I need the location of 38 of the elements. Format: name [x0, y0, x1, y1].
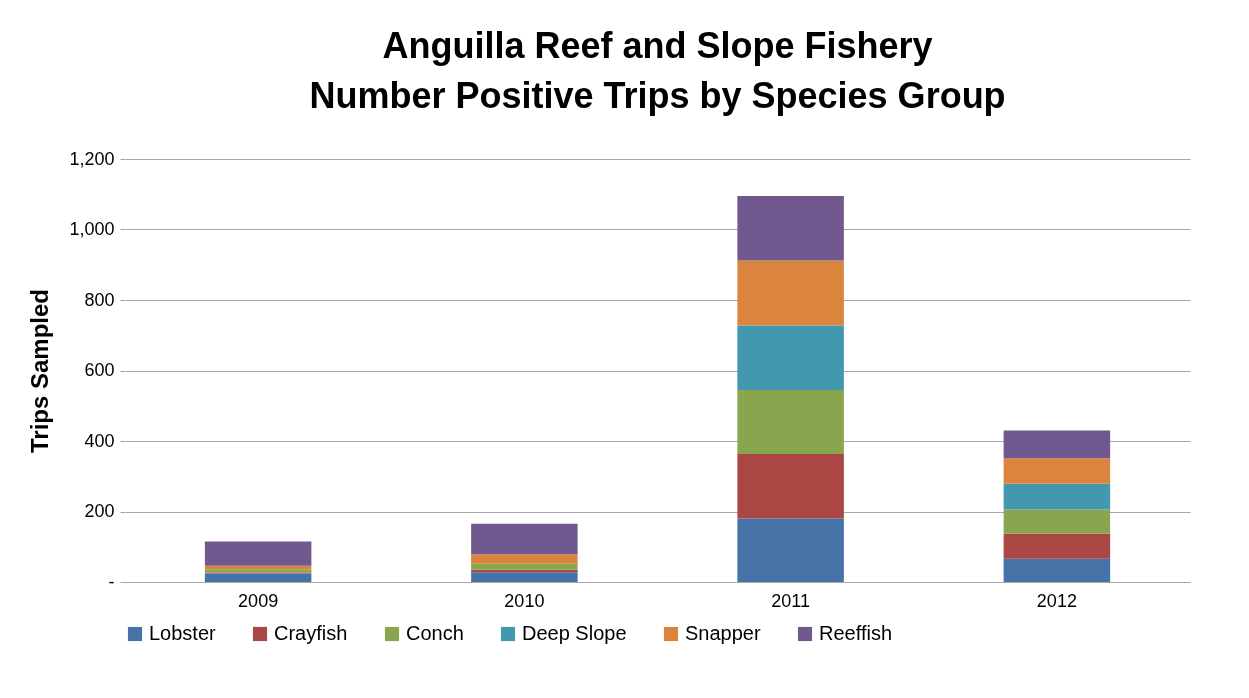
- text: Number Positive Trips by Species Group: [309, 75, 1006, 116]
- bar: [204, 573, 312, 582]
- bar: [737, 196, 844, 261]
- legend-label: Crayfish: [274, 622, 348, 644]
- legend-label: Reeffish: [819, 622, 893, 644]
- bar: [1003, 509, 1111, 534]
- y-tick-label: 1,200: [69, 148, 115, 169]
- bar: [471, 572, 578, 582]
- text: Anguilla Reef and Slope Fishery: [382, 25, 933, 66]
- bar: [204, 541, 312, 566]
- bar: [471, 554, 578, 564]
- bar: [737, 325, 844, 390]
- y-tick-label: 200: [84, 501, 115, 521]
- bar: [1003, 533, 1111, 559]
- y-tick-label: 400: [84, 430, 115, 451]
- y-tick-label: 600: [84, 360, 115, 380]
- bar: [471, 563, 578, 570]
- bar: [1003, 430, 1111, 459]
- bar: [471, 523, 578, 555]
- x-tick-label: 2010: [504, 590, 545, 611]
- bar: [1003, 483, 1111, 510]
- x-tick-label: 2012: [1036, 590, 1077, 611]
- x-tick-label: 2009: [238, 590, 279, 611]
- y-tick-label: 800: [84, 289, 115, 310]
- legend-label: Conch: [406, 622, 464, 644]
- bar: [1003, 558, 1111, 582]
- bar: [737, 389, 844, 455]
- bar: [737, 518, 844, 582]
- legend-label: Snapper: [685, 622, 761, 644]
- x-tick-label: 2011: [771, 590, 810, 611]
- y-axis-title: Trips Sampled: [26, 288, 54, 454]
- y-tick-label: -: [108, 571, 115, 592]
- legend-label: Lobster: [149, 622, 217, 644]
- bar: [737, 454, 844, 519]
- legend-label: Deep Slope: [522, 622, 627, 644]
- bar: [737, 260, 844, 326]
- bar: [1003, 458, 1111, 484]
- y-tick-label: 1,000: [69, 219, 115, 239]
